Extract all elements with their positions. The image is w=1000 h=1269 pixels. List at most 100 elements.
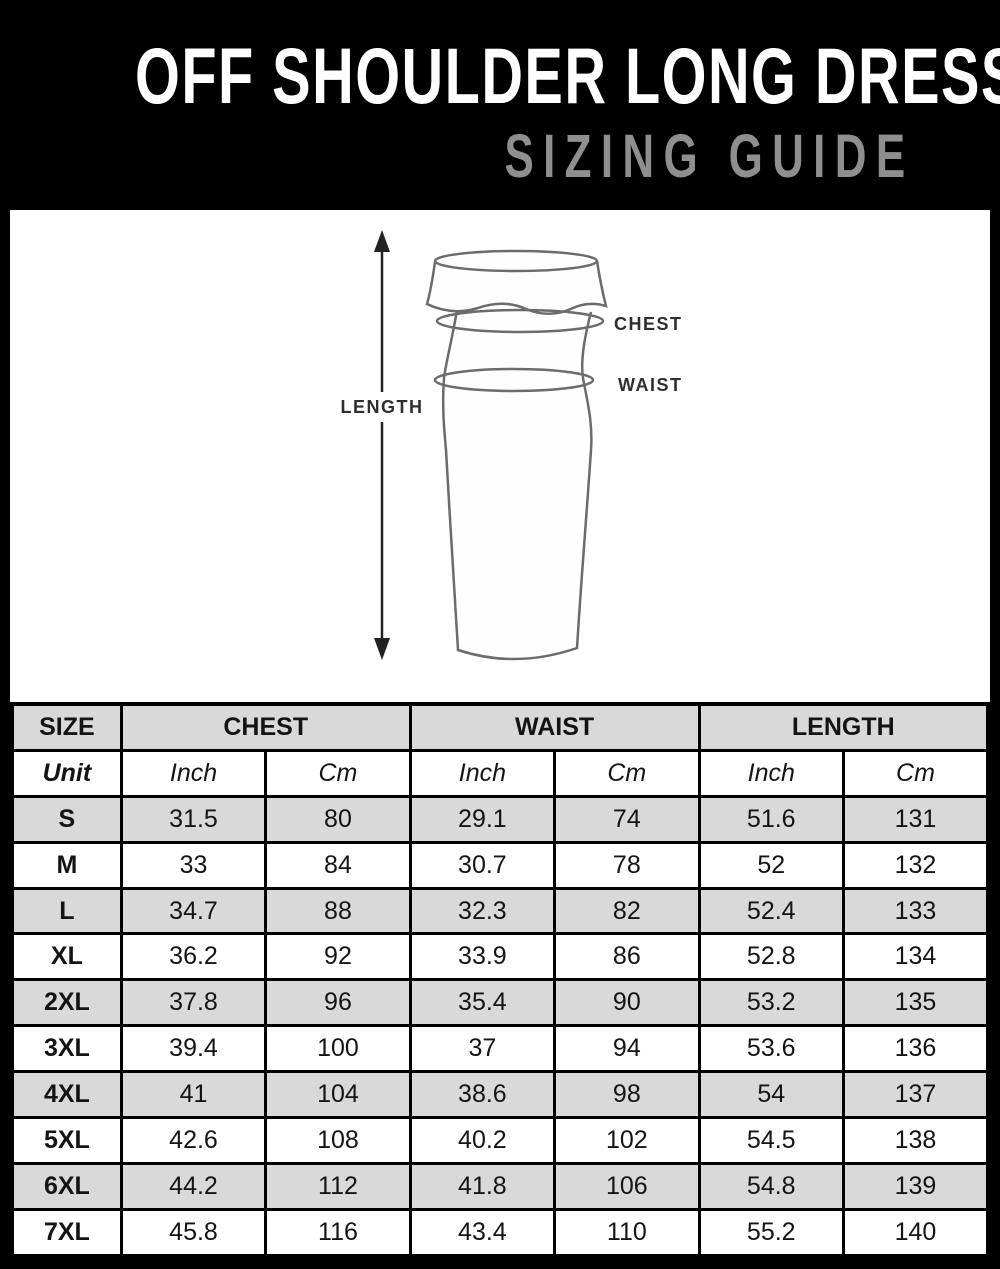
measurement-diagram-panel: LENGTH CHEST WAIST [10, 210, 990, 702]
measurement-cell: 33.9 [408, 932, 557, 982]
measurement-cell: 82 [553, 886, 701, 936]
measurement-cell: 90 [553, 978, 701, 1028]
column-header-size: SIZE [10, 702, 123, 752]
measurement-cell: 140 [841, 1207, 990, 1258]
size-table: SIZE CHEST WAIST LENGTH Unit Inch Cm Inc… [10, 702, 990, 1258]
dress-neckline-opening [433, 249, 599, 273]
measurement-cell: 134 [841, 932, 990, 982]
measurement-cell: 31.5 [119, 794, 268, 844]
table-unit-row: Unit Inch Cm Inch Cm Inch Cm [10, 748, 990, 798]
chest-label: CHEST [614, 314, 683, 334]
measurement-cell: 40.2 [408, 1116, 557, 1165]
measurement-cell: 131 [841, 794, 990, 844]
measurement-cell: 98 [553, 1070, 701, 1120]
table-row: 7XL 45.8 116 43.4 110 55.2 140 [10, 1207, 990, 1258]
table-row: 2XL 37.8 96 35.4 90 53.2 135 [10, 978, 990, 1028]
measurement-cell: 132 [841, 840, 990, 890]
measurement-cell: 80 [264, 794, 412, 844]
unit-cell: Inch [408, 748, 557, 798]
measurement-cell: 86 [553, 932, 701, 982]
measurement-cell: 84 [264, 840, 412, 890]
measurement-cell: 88 [264, 886, 412, 936]
size-label: XL [10, 932, 123, 982]
measurement-cell: 94 [553, 1024, 701, 1074]
dress-diagram-illustration: LENGTH CHEST WAIST [341, 230, 683, 661]
size-label: 6XL [10, 1161, 123, 1211]
measurement-cell: 104 [264, 1070, 412, 1120]
measurement-cell: 39.4 [119, 1024, 268, 1074]
measurement-cell: 36.2 [119, 932, 268, 982]
waist-label: WAIST [618, 375, 683, 395]
table-group-header-row: SIZE CHEST WAIST LENGTH [10, 702, 990, 752]
size-chart-section: SIZE CHEST WAIST LENGTH Unit Inch Cm Inc… [10, 702, 990, 1258]
length-arrowhead-up [374, 230, 390, 252]
unit-cell: Cm [553, 748, 701, 798]
table-row: XL 36.2 92 33.9 86 52.8 134 [10, 932, 990, 982]
size-table-body: S 31.5 80 29.1 74 51.6 131 M 33 84 30.7 78 52 132 L 34.… [10, 794, 990, 1258]
measurement-cell: 51.6 [697, 794, 845, 844]
measurement-cell: 96 [264, 978, 412, 1028]
measurement-cell: 34.7 [119, 886, 268, 936]
length-label: LENGTH [341, 397, 424, 417]
size-label: 4XL [10, 1070, 123, 1120]
measurement-cell: 116 [264, 1207, 412, 1258]
measurement-cell: 43.4 [408, 1207, 557, 1258]
measurement-cell: 30.7 [408, 840, 557, 890]
measurement-cell: 54.5 [697, 1116, 845, 1165]
size-label: M [10, 840, 123, 890]
page-title: OFF SHOULDER LONG DRESS [135, 31, 1000, 120]
size-label: 7XL [10, 1207, 123, 1258]
size-label: S [10, 794, 123, 844]
measurement-cell: 106 [553, 1161, 701, 1211]
unit-cell: Cm [264, 748, 412, 798]
measurement-cell: 108 [264, 1116, 412, 1165]
unit-cell: Inch [119, 748, 268, 798]
measurement-cell: 135 [841, 978, 990, 1028]
measurement-cell: 38.6 [408, 1070, 557, 1120]
measurement-cell: 138 [841, 1116, 990, 1165]
size-label: 5XL [10, 1116, 123, 1165]
measurement-cell: 137 [841, 1070, 990, 1120]
column-header-length: LENGTH [697, 702, 990, 752]
measurement-cell: 33 [119, 840, 268, 890]
measurement-cell: 37.8 [119, 978, 268, 1028]
table-row: 6XL 44.2 112 41.8 106 54.8 139 [10, 1161, 990, 1211]
measurement-cell: 54 [697, 1070, 845, 1120]
measurement-cell: 112 [264, 1161, 412, 1211]
page-subtitle: SIZING GUIDE [503, 122, 914, 190]
length-arrowhead-down [374, 638, 390, 660]
waist-measure-ring [433, 367, 595, 393]
unit-cell: Inch [697, 748, 845, 798]
measurement-cell: 37 [408, 1024, 557, 1074]
column-header-waist: WAIST [408, 702, 701, 752]
measurement-cell: 92 [264, 932, 412, 982]
measurement-cell: 41 [119, 1070, 268, 1120]
measurement-cell: 44.2 [119, 1161, 268, 1211]
measurement-cell: 42.6 [119, 1116, 268, 1165]
measurement-cell: 52.4 [697, 886, 845, 936]
measurement-cell: 54.8 [697, 1161, 845, 1211]
measurement-cell: 100 [264, 1024, 412, 1074]
size-label: 2XL [10, 978, 123, 1028]
table-row: 3XL 39.4 100 37 94 53.6 136 [10, 1024, 990, 1074]
unit-cell: Cm [841, 748, 990, 798]
chest-measure-ring [435, 308, 605, 334]
measurement-cell: 78 [553, 840, 701, 890]
measurement-cell: 52.8 [697, 932, 845, 982]
measurement-cell: 45.8 [119, 1207, 268, 1258]
column-header-chest: CHEST [119, 702, 412, 752]
table-row: L 34.7 88 32.3 82 52.4 133 [10, 886, 990, 936]
measurement-cell: 35.4 [408, 978, 557, 1028]
measurement-cell: 136 [841, 1024, 990, 1074]
measurement-cell: 52 [697, 840, 845, 890]
measurement-cell: 133 [841, 886, 990, 936]
measurement-cell: 139 [841, 1161, 990, 1211]
measurement-cell: 74 [553, 794, 701, 844]
measurement-cell: 29.1 [408, 794, 557, 844]
table-row: 4XL 41 104 38.6 98 54 137 [10, 1070, 990, 1120]
size-label: L [10, 886, 123, 936]
measurement-cell: 55.2 [697, 1207, 845, 1258]
header: OFF SHOULDER LONG DRESS SIZING GUIDE [0, 0, 1000, 210]
table-row: S 31.5 80 29.1 74 51.6 131 [10, 794, 990, 844]
